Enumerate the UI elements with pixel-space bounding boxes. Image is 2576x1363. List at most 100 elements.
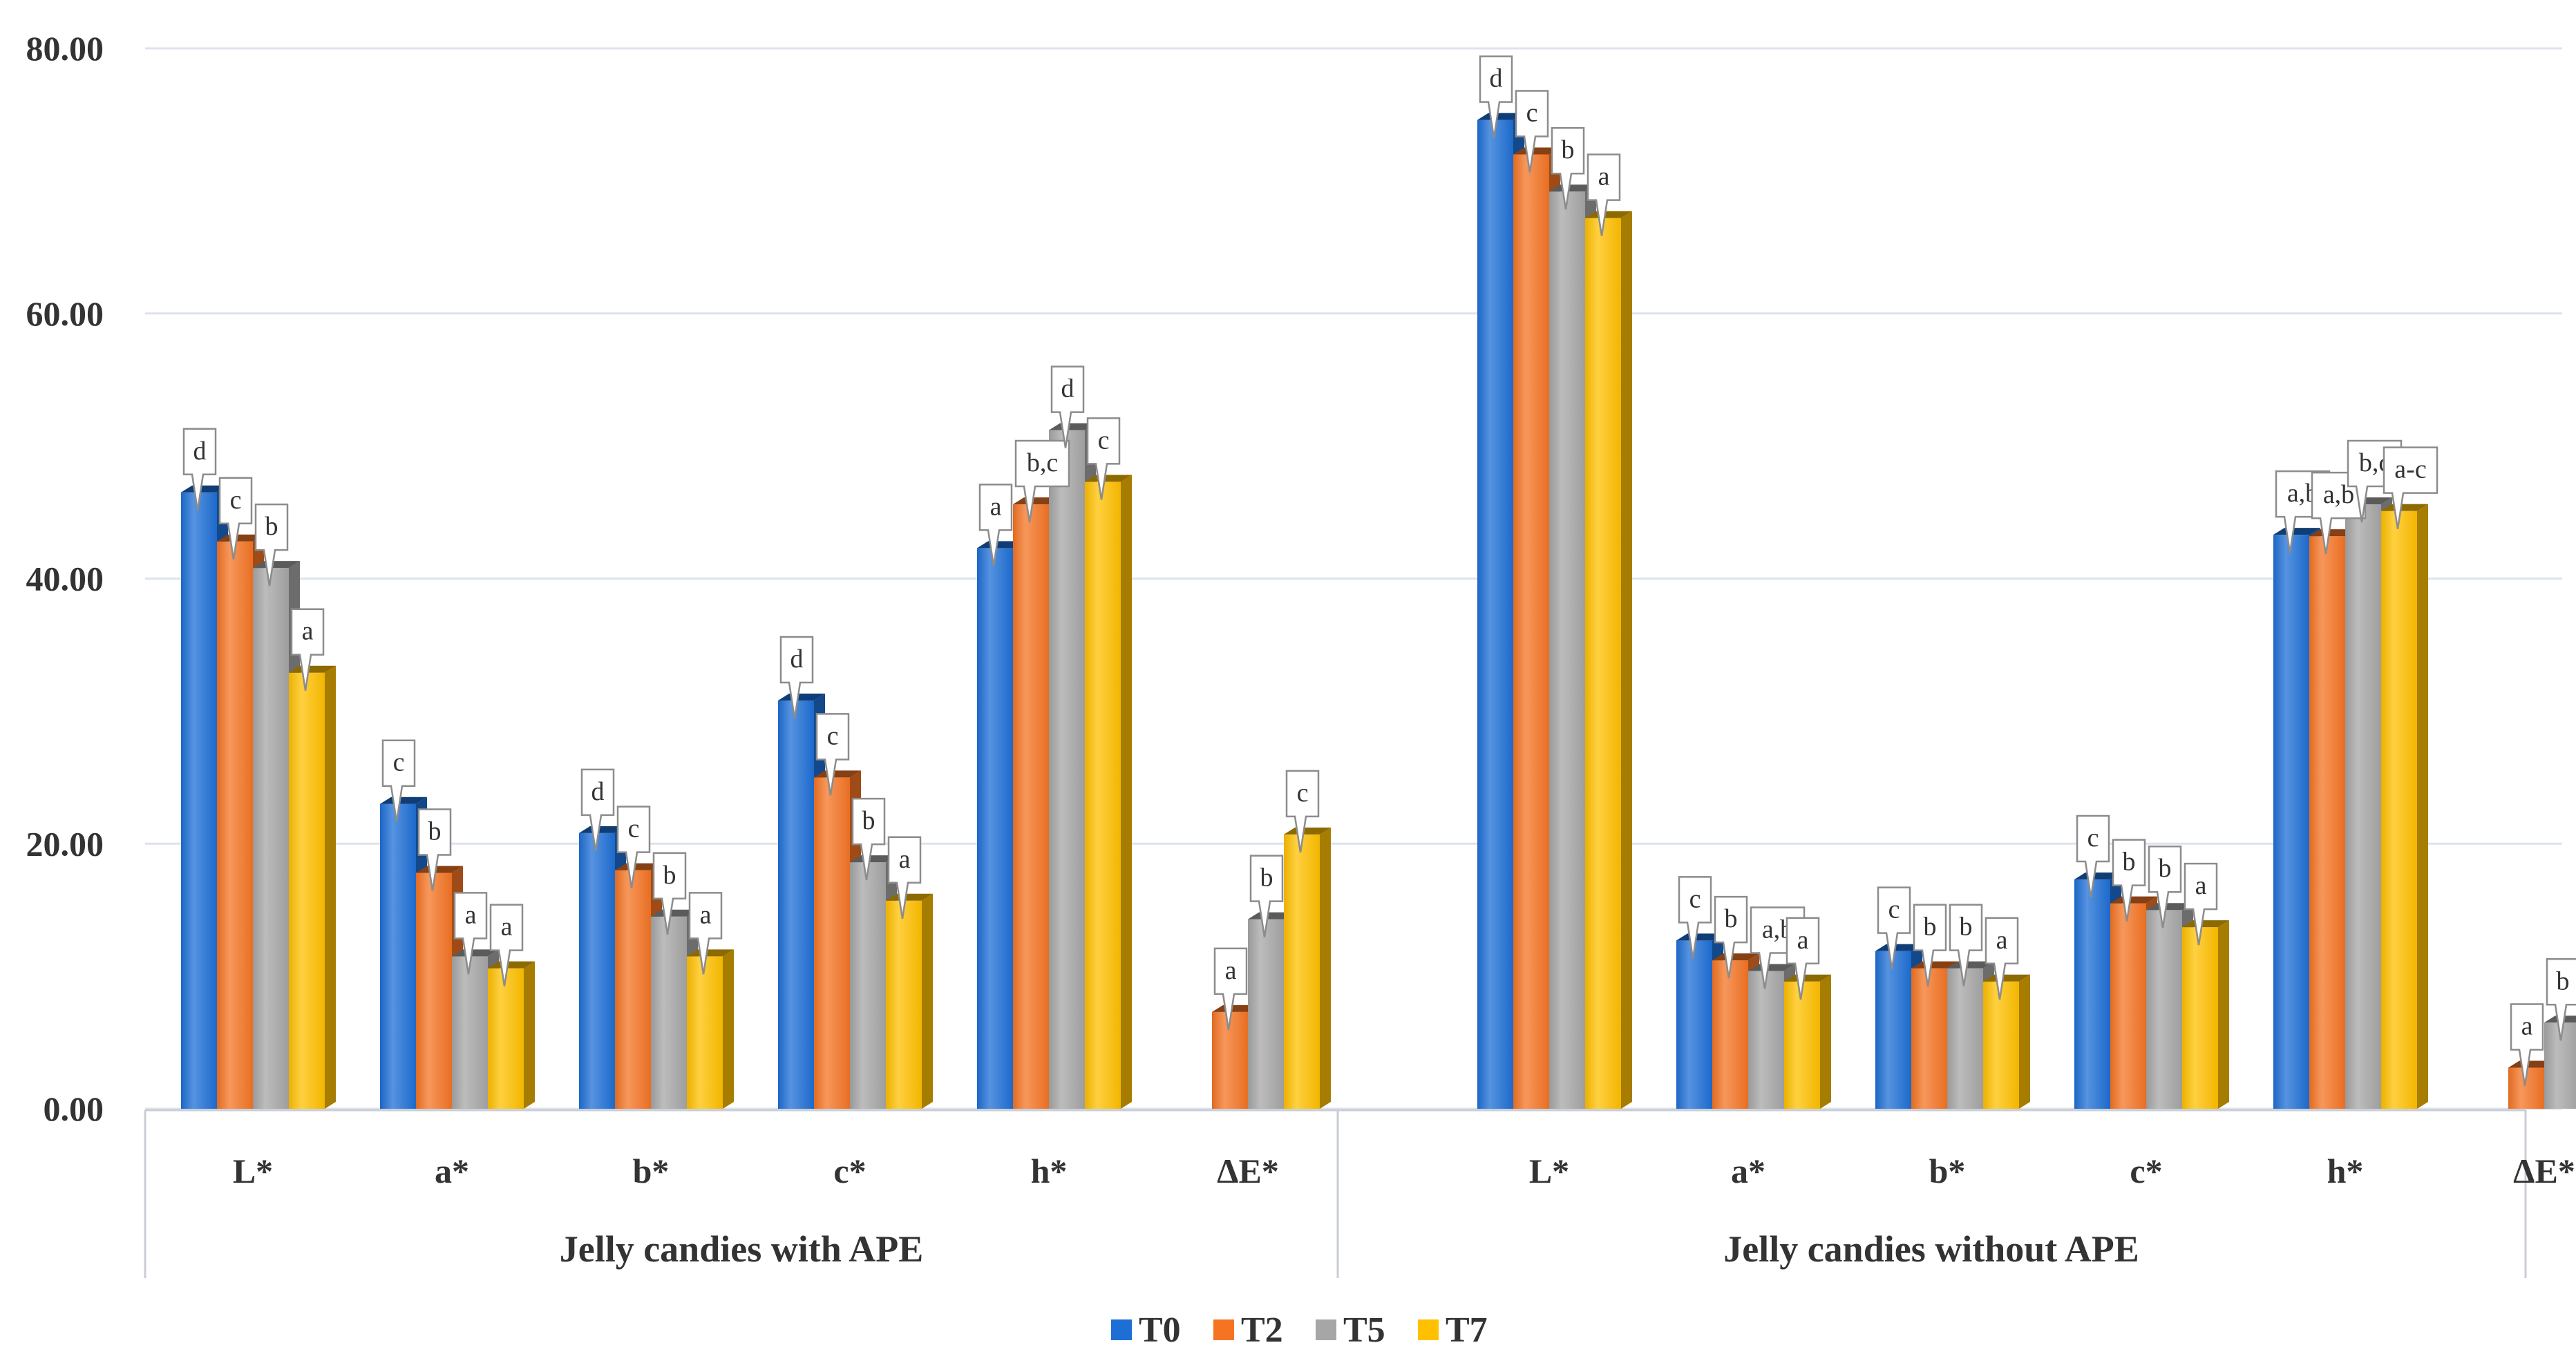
bar-front <box>1284 834 1320 1109</box>
callout: c <box>218 477 253 560</box>
callout-box <box>2076 814 2110 898</box>
callout-letter: c <box>230 486 242 515</box>
bar-top <box>687 949 734 957</box>
bar-side <box>723 949 734 1109</box>
callout: d <box>580 768 615 852</box>
bar-T7 <box>1284 827 1331 1109</box>
callout: b <box>2546 958 2576 1041</box>
bar-front <box>2074 879 2110 1109</box>
callout: b <box>1949 904 1983 986</box>
callout-letter: c <box>827 721 839 750</box>
bar-top <box>2381 504 2428 511</box>
bar-top <box>2074 873 2121 880</box>
callout-letter: a <box>899 845 911 874</box>
callout: c <box>2076 814 2110 898</box>
callout-box <box>1014 439 1070 523</box>
callout-letter: d <box>790 645 804 674</box>
bar-top <box>1212 1004 1259 1012</box>
callout-box <box>417 808 452 891</box>
bar-top <box>1748 964 1795 971</box>
callout-letter: b <box>1725 904 1738 933</box>
legend-swatch <box>1111 1319 1132 1340</box>
x-category-label: L* <box>1529 1152 1569 1190</box>
bar-top <box>416 866 463 873</box>
x-group-label: Jelly candies without APE <box>1723 1228 2139 1270</box>
bar-top <box>253 561 300 569</box>
callout: b <box>652 852 687 935</box>
callout: a <box>1985 917 2019 1000</box>
callout-box <box>2383 446 2438 529</box>
bar-T7 <box>687 949 734 1109</box>
bar-T7 <box>2182 920 2229 1109</box>
callout: a <box>887 836 922 919</box>
bar-front <box>615 870 651 1109</box>
x-category-label: ΔE* <box>1217 1152 1279 1190</box>
callout: b <box>851 797 886 881</box>
bar-front <box>1513 154 1549 1109</box>
callout-box <box>616 806 651 888</box>
callout-box <box>1050 365 1085 448</box>
bar-side <box>524 961 535 1109</box>
legend-item-T7: T7 <box>1418 1310 1488 1350</box>
callout: d <box>1050 365 1085 448</box>
bar-front <box>2273 535 2309 1109</box>
callout-letter: b <box>2557 966 2570 995</box>
legend-item-T0: T0 <box>1111 1310 1181 1350</box>
callout-letter: a <box>1225 956 1237 985</box>
callout-box <box>1213 947 1248 1031</box>
y-tick-label: 20.00 <box>26 824 104 863</box>
callout-letter: d <box>193 437 207 466</box>
callout-letter: b <box>663 861 676 890</box>
bar-top <box>217 534 264 542</box>
callout-box <box>2546 958 2576 1041</box>
callout-box <box>218 477 253 560</box>
callout: c <box>381 739 416 822</box>
bar-front <box>217 541 253 1109</box>
bar-top <box>579 826 626 833</box>
callout-letter: a <box>501 913 513 942</box>
callout-box <box>1877 886 1911 969</box>
bar-side <box>1121 475 1132 1109</box>
callout-letter: b <box>862 806 875 835</box>
bar-top <box>778 694 825 701</box>
bar-top <box>977 541 1024 549</box>
callout-letter: b <box>1924 913 1937 942</box>
bar-front <box>380 803 416 1109</box>
callout-letter: b <box>428 817 442 846</box>
bar-top <box>1784 974 1831 982</box>
callout-box <box>2184 862 2218 946</box>
legend-label: T7 <box>1446 1310 1488 1350</box>
callout: b <box>417 808 452 891</box>
callout-letter: d <box>1490 64 1503 93</box>
bar-top <box>1284 827 1331 835</box>
callout-box <box>2510 1003 2544 1086</box>
callout: a <box>2510 1003 2544 1086</box>
callout-letter: c <box>1297 779 1309 808</box>
bar-T7 <box>488 961 535 1109</box>
callout: b <box>1249 855 1284 937</box>
callout-box <box>1086 417 1121 500</box>
bar-T7 <box>886 893 933 1109</box>
callout: b <box>1913 904 1947 986</box>
bar-front <box>1585 218 1621 1109</box>
callout-box <box>1678 876 1712 959</box>
bar-side <box>2019 974 2030 1109</box>
bar-T7 <box>2381 504 2428 1109</box>
x-category-label: L* <box>233 1152 273 1190</box>
callout-box <box>381 739 416 822</box>
bar-top <box>1549 184 1596 192</box>
bar-top <box>850 855 897 863</box>
callout: a <box>489 904 524 986</box>
bar-front <box>687 956 723 1109</box>
callout: a-c <box>2383 446 2438 529</box>
x-category-label: a* <box>435 1152 469 1190</box>
bar-top <box>1875 944 1922 951</box>
callout-letter: d <box>591 777 605 806</box>
bar-top <box>1049 423 1096 430</box>
callout: a <box>1213 947 1248 1031</box>
bar-top <box>452 949 499 957</box>
bar-top <box>1513 147 1560 155</box>
bar-front <box>2345 504 2381 1109</box>
bar-front <box>181 492 217 1109</box>
